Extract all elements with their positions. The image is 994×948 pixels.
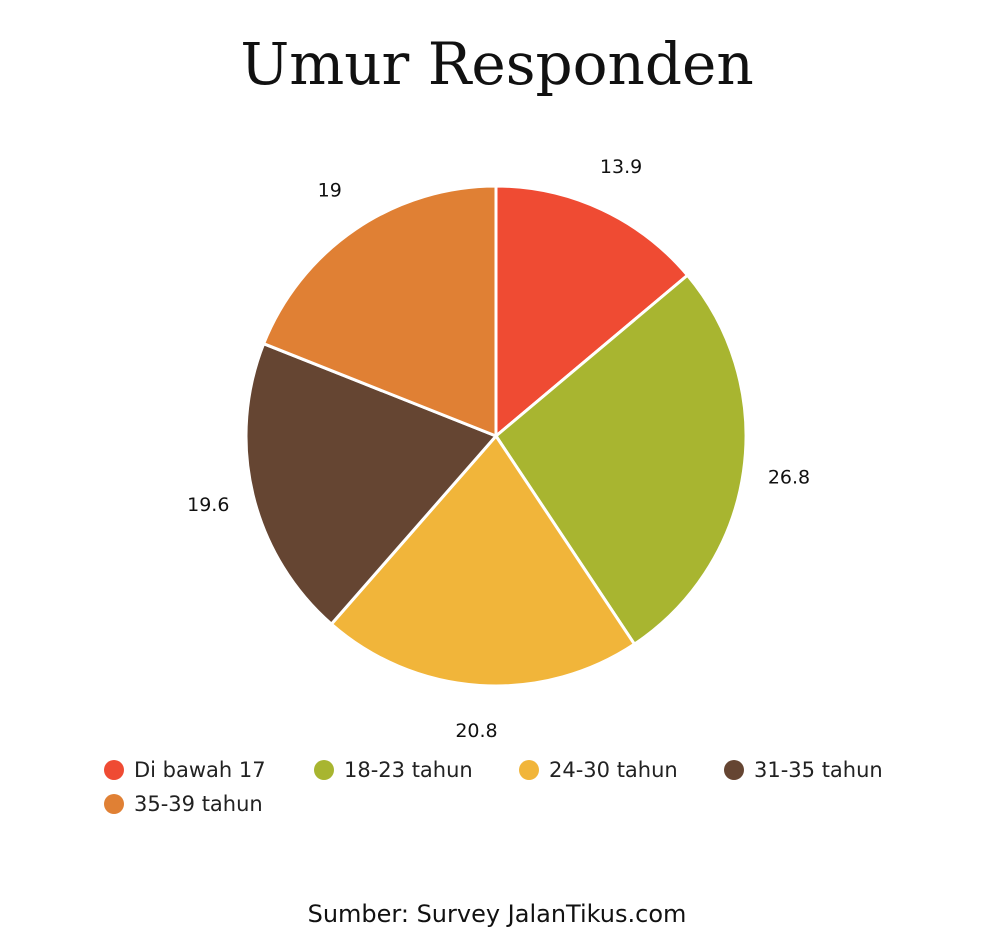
chart-legend: Di bawah 17 18-23 tahun 24-30 tahun 31-3… [104, 758, 924, 816]
legend-label: 18-23 tahun [344, 758, 473, 782]
chart-title: Umur Responden [240, 30, 754, 98]
data-label: 20.8 [455, 720, 497, 742]
legend-item-31-35-tahun[interactable]: 31-35 tahun [724, 758, 914, 782]
legend-item-35-39-tahun[interactable]: 35-39 tahun [104, 792, 314, 816]
data-label: 13.9 [600, 156, 642, 178]
legend-swatch [724, 760, 744, 780]
legend-label: 24-30 tahun [549, 758, 678, 782]
legend-swatch [314, 760, 334, 780]
source-note: Sumber: Survey JalanTikus.com [307, 900, 687, 928]
legend-label: 35-39 tahun [134, 792, 263, 816]
pie-slice-di-bawah-17[interactable] [494, 184, 689, 438]
data-label: 19.6 [187, 494, 229, 516]
legend-swatch [104, 760, 124, 780]
pie-slice-24-30-tahun[interactable] [329, 434, 636, 688]
pie-slice-35-39-tahun[interactable] [262, 184, 498, 438]
data-label: 19 [318, 180, 342, 202]
pie-data-labels: 13.9 26.8 20.8 19.6 19 [187, 156, 810, 742]
legend-item-18-23-tahun[interactable]: 18-23 tahun [314, 758, 519, 782]
legend-swatch [104, 794, 124, 814]
pie-slice-18-23-tahun[interactable] [494, 273, 748, 646]
legend-item-di-bawah-17[interactable]: Di bawah 17 [104, 758, 314, 782]
legend-label: 31-35 tahun [754, 758, 883, 782]
legend-swatch [519, 760, 539, 780]
legend-label: Di bawah 17 [134, 758, 266, 782]
pie-slice-31-35-tahun[interactable] [244, 342, 498, 626]
pie-slices [244, 184, 748, 688]
data-label: 26.8 [768, 467, 810, 489]
legend-item-24-30-tahun[interactable]: 24-30 tahun [519, 758, 724, 782]
